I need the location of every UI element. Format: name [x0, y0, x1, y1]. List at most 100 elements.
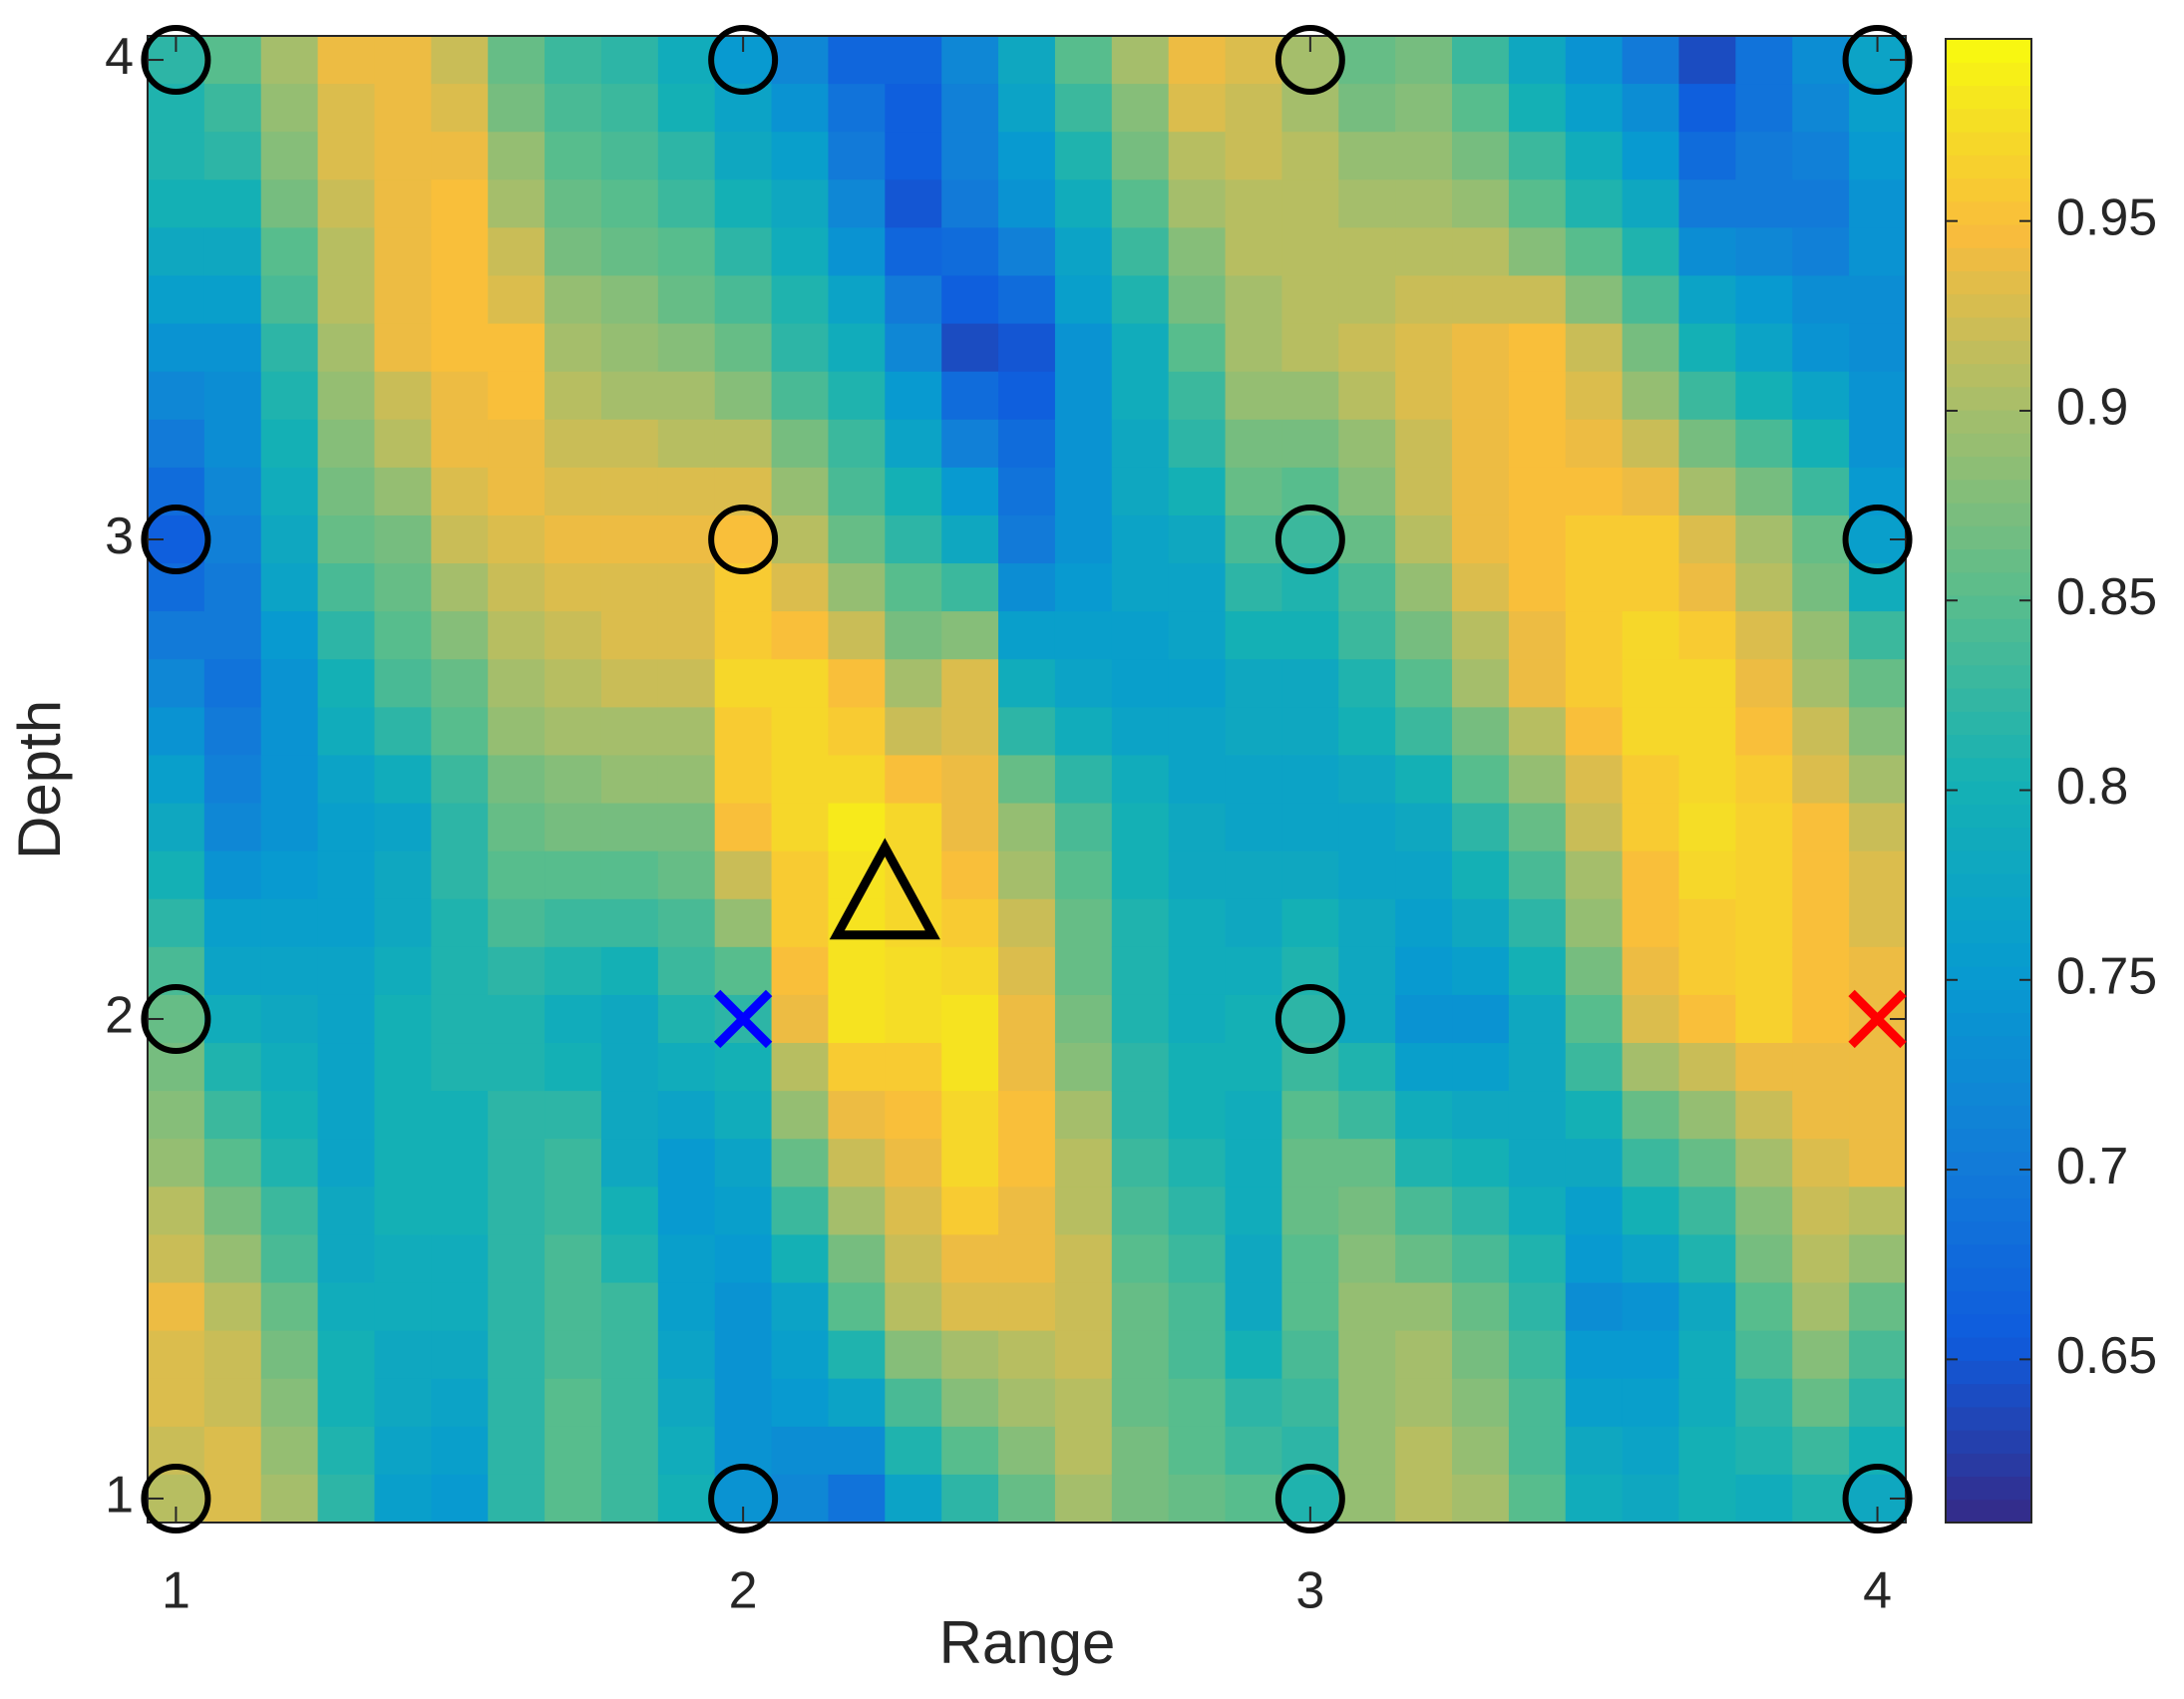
- heatmap-cell: [1395, 803, 1453, 852]
- heatmap-cell: [941, 850, 999, 900]
- heatmap-cell: [203, 1187, 262, 1236]
- heatmap-cell: [317, 994, 376, 1044]
- heatmap-cell: [1168, 611, 1227, 660]
- heatmap-cell: [771, 850, 830, 900]
- heatmap-cell: [600, 1426, 659, 1476]
- heatmap-cell: [771, 611, 830, 660]
- heatmap-cell: [1168, 1139, 1227, 1188]
- heatmap-cell: [657, 467, 716, 516]
- heatmap-cell: [828, 275, 886, 325]
- heatmap-cell: [1508, 1234, 1567, 1284]
- heatmap-cell: [1792, 1043, 1850, 1092]
- heatmap-cell: [771, 275, 830, 325]
- heatmap-cell: [1054, 371, 1113, 421]
- colorbar-swatch: [1946, 641, 2031, 666]
- colorbar-swatch: [1946, 1430, 2031, 1454]
- heatmap-cell: [600, 1330, 659, 1380]
- heatmap-cell: [600, 84, 659, 133]
- heatmap-cell: [657, 84, 716, 133]
- heatmap-cell: [260, 1474, 319, 1524]
- heatmap-cell: [260, 179, 319, 228]
- heatmap-cell: [657, 1139, 716, 1188]
- heatmap-cell: [828, 419, 886, 469]
- heatmap-cell: [260, 1139, 319, 1188]
- heatmap-cell: [941, 1091, 999, 1140]
- heatmap-cell: [148, 227, 205, 277]
- heatmap-cell: [1168, 850, 1227, 900]
- circle-marker: [141, 1463, 211, 1533]
- heatmap-cell: [1054, 275, 1113, 325]
- heatmap-cell: [1792, 1474, 1850, 1524]
- heatmap-cell: [148, 1139, 205, 1188]
- heatmap-cell: [1111, 850, 1170, 900]
- heatmap-cell: [1281, 707, 1339, 757]
- heatmap-cell: [1225, 419, 1283, 469]
- heatmap-cell: [828, 1187, 886, 1236]
- heatmap-cell: [545, 36, 602, 85]
- heatmap-cell: [600, 563, 659, 612]
- heatmap-cell: [1678, 946, 1736, 996]
- heatmap-cell: [545, 84, 602, 133]
- heatmap-cell: [1735, 227, 1793, 277]
- colorbar-swatch: [1946, 757, 2031, 782]
- heatmap-cell: [545, 707, 602, 757]
- colorbar-swatch: [1946, 827, 2031, 851]
- heatmap-cell: [203, 659, 262, 708]
- heatmap-cell: [828, 946, 886, 996]
- heatmap-cell: [1168, 707, 1227, 757]
- heatmap-cell: [941, 323, 999, 373]
- colorbar-swatch: [1946, 200, 2031, 225]
- heatmap-cell: [260, 563, 319, 612]
- heatmap-cell: [1395, 611, 1453, 660]
- heatmap-cell: [941, 1043, 999, 1092]
- heatmap-cell: [1225, 84, 1283, 133]
- heatmap-cell: [714, 1234, 773, 1284]
- heatmap-cell: [771, 467, 830, 516]
- heatmap-cell: [1565, 419, 1624, 469]
- heatmap-cell: [1735, 1043, 1793, 1092]
- heatmap-cell: [1225, 1474, 1283, 1524]
- heatmap-cell: [1508, 419, 1567, 469]
- heatmap-cell: [1508, 946, 1567, 996]
- heatmap-cell: [1168, 84, 1227, 133]
- heatmap-cell: [885, 323, 942, 373]
- heatmap-cell: [317, 132, 376, 180]
- heatmap-cell: [1225, 323, 1283, 373]
- heatmap-cell: [1168, 755, 1227, 805]
- heatmap-cell: [317, 467, 376, 516]
- heatmap-cell: [1452, 84, 1510, 133]
- heatmap-cell: [1735, 1426, 1793, 1476]
- heatmap-cell: [317, 1282, 376, 1332]
- heatmap-cell: [1849, 275, 1907, 325]
- heatmap-cell: [1678, 1474, 1736, 1524]
- heatmap-cell: [998, 563, 1056, 612]
- heatmap-cell: [1225, 132, 1283, 180]
- heatmap-cell: [1054, 1474, 1113, 1524]
- heatmap-cell: [488, 323, 546, 373]
- heatmap-cell: [374, 994, 432, 1044]
- heatmap-cell: [1395, 946, 1453, 996]
- heatmap-cell: [1849, 1378, 1907, 1428]
- colorbar-swatch: [1946, 433, 2031, 458]
- heatmap-cell: [1452, 755, 1510, 805]
- heatmap-cell: [657, 1474, 716, 1524]
- heatmap-cell: [1395, 1282, 1453, 1332]
- heatmap-cell: [1395, 659, 1453, 708]
- heatmap-cell: [1395, 994, 1453, 1044]
- heatmap-cell: [998, 1091, 1056, 1140]
- heatmap-cell: [545, 611, 602, 660]
- heatmap-cell: [488, 850, 546, 900]
- heatmap-cell: [771, 1139, 830, 1188]
- heatmap-cell: [828, 371, 886, 421]
- colorbar-swatch: [1946, 108, 2031, 133]
- heatmap-cell: [374, 179, 432, 228]
- heatmap-cell: [1111, 323, 1170, 373]
- heatmap-cell: [317, 803, 376, 852]
- heatmap-cell: [1054, 755, 1113, 805]
- heatmap-cell: [1622, 563, 1680, 612]
- heatmap-cell: [885, 707, 942, 757]
- heatmap-cell: [431, 1187, 489, 1236]
- heatmap-cell: [1452, 1378, 1510, 1428]
- heatmap-cell: [1622, 707, 1680, 757]
- heatmap-cell: [941, 1426, 999, 1476]
